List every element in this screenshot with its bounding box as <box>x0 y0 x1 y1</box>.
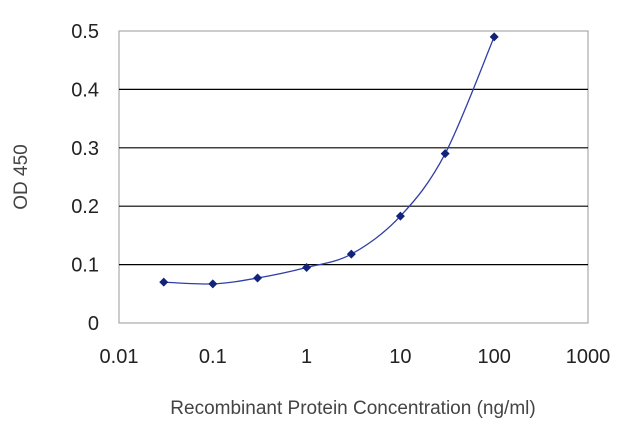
y-tick-label: 0.4 <box>71 79 99 101</box>
y-axis-ticks: 0 0.1 0.2 0.3 0.4 0.5 <box>71 21 99 335</box>
x-tick-label: 100 <box>478 346 511 368</box>
grid-lines <box>119 88 588 266</box>
plot-area <box>118 30 589 324</box>
data-point <box>253 273 263 283</box>
data-point <box>302 263 312 273</box>
x-axis-ticks: 0.01 0.1 1 10 100 1000 <box>100 346 611 368</box>
x-axis-title: Recombinant Protein Concentration (ng/ml… <box>170 398 535 419</box>
x-tick-label: 0.1 <box>199 346 227 368</box>
data-point <box>159 277 169 287</box>
x-tick-label: 10 <box>389 346 411 368</box>
x-tick-label: 1 <box>301 346 312 368</box>
y-tick-label: 0.1 <box>71 255 99 277</box>
x-tick-label: 0.01 <box>100 346 139 368</box>
y-tick-label: 0.2 <box>71 196 99 218</box>
data-point <box>208 279 218 289</box>
y-tick-label: 0 <box>88 313 99 335</box>
data-point <box>489 32 499 42</box>
y-axis-title: OD 450 <box>11 144 32 209</box>
data-point <box>395 211 405 221</box>
series-line <box>163 36 495 285</box>
y-tick-label: 0.3 <box>71 138 99 160</box>
data-points <box>159 32 499 289</box>
data-point <box>346 249 356 259</box>
x-tick-label: 1000 <box>566 346 611 368</box>
data-point <box>440 149 450 159</box>
y-tick-label: 0.5 <box>71 21 99 43</box>
plot-frame <box>118 30 589 324</box>
